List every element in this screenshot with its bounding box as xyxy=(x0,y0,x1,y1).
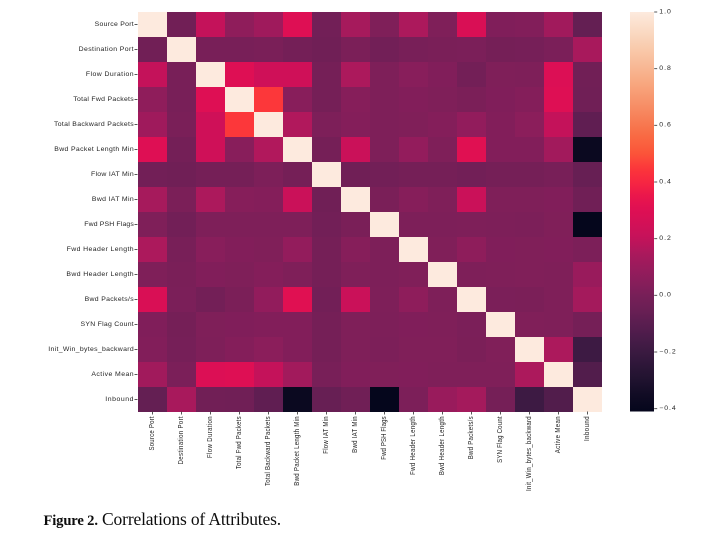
svg-text:Total Fwd Packets: Total Fwd Packets xyxy=(236,416,243,469)
svg-text:Init_Win_bytes_backward: Init_Win_bytes_backward xyxy=(48,346,134,353)
svg-text:SYN Flag Count: SYN Flag Count xyxy=(80,321,134,328)
svg-text:Flow Duration: Flow Duration xyxy=(207,416,214,458)
svg-text:Active Mean: Active Mean xyxy=(91,371,134,378)
svg-text:Destination Port: Destination Port xyxy=(178,416,185,464)
svg-text:Flow IAT Min: Flow IAT Min xyxy=(323,416,330,454)
svg-text:Total Backward Packets: Total Backward Packets xyxy=(54,121,134,128)
svg-text:Fwd Header Length: Fwd Header Length xyxy=(67,246,134,253)
svg-text:Bwd Packet Length Min: Bwd Packet Length Min xyxy=(294,416,301,486)
svg-text:0.2: 0.2 xyxy=(659,235,671,242)
svg-text:0.4: 0.4 xyxy=(659,179,671,186)
svg-text:Destination Port: Destination Port xyxy=(79,46,134,53)
svg-text:Bwd Header Length: Bwd Header Length xyxy=(66,271,134,278)
svg-text:Source Port: Source Port xyxy=(95,21,134,28)
svg-text:Inbound: Inbound xyxy=(584,416,591,441)
svg-text:Flow IAT Min: Flow IAT Min xyxy=(91,171,134,178)
svg-text:Bwd Packets/s: Bwd Packets/s xyxy=(468,416,475,459)
svg-text:1.0: 1.0 xyxy=(659,9,671,16)
svg-text:Fwd PSH Flags: Fwd PSH Flags xyxy=(381,416,388,459)
svg-text:0.0: 0.0 xyxy=(659,292,671,299)
svg-text:Bwd Packets/s: Bwd Packets/s xyxy=(85,296,134,303)
svg-text:Bwd IAT Min: Bwd IAT Min xyxy=(92,196,134,203)
svg-text:Fwd PSH Flags: Fwd PSH Flags xyxy=(84,221,134,228)
svg-text:Bwd Header Length: Bwd Header Length xyxy=(439,416,446,475)
svg-text:Fwd Header Length: Fwd Header Length xyxy=(410,416,417,475)
svg-text:Inbound: Inbound xyxy=(105,396,134,403)
svg-text:0.8: 0.8 xyxy=(659,65,671,72)
svg-text:SYN Flag Count: SYN Flag Count xyxy=(497,416,504,463)
svg-text:−0.2: −0.2 xyxy=(659,349,676,356)
svg-text:Bwd Packet Length Min: Bwd Packet Length Min xyxy=(54,146,134,153)
svg-text:0.6: 0.6 xyxy=(659,122,671,129)
svg-text:Total Fwd Packets: Total Fwd Packets xyxy=(73,96,134,103)
svg-text:Init_Win_bytes_backward: Init_Win_bytes_backward xyxy=(526,416,533,491)
svg-text:−0.4: −0.4 xyxy=(659,405,676,412)
svg-text:Total Backward Packets: Total Backward Packets xyxy=(265,416,272,486)
svg-text:Bwd IAT Min: Bwd IAT Min xyxy=(352,416,359,453)
svg-text:Source Port: Source Port xyxy=(149,416,156,450)
svg-text:Flow Duration: Flow Duration xyxy=(86,71,134,78)
svg-text:Active Mean: Active Mean xyxy=(555,416,562,453)
